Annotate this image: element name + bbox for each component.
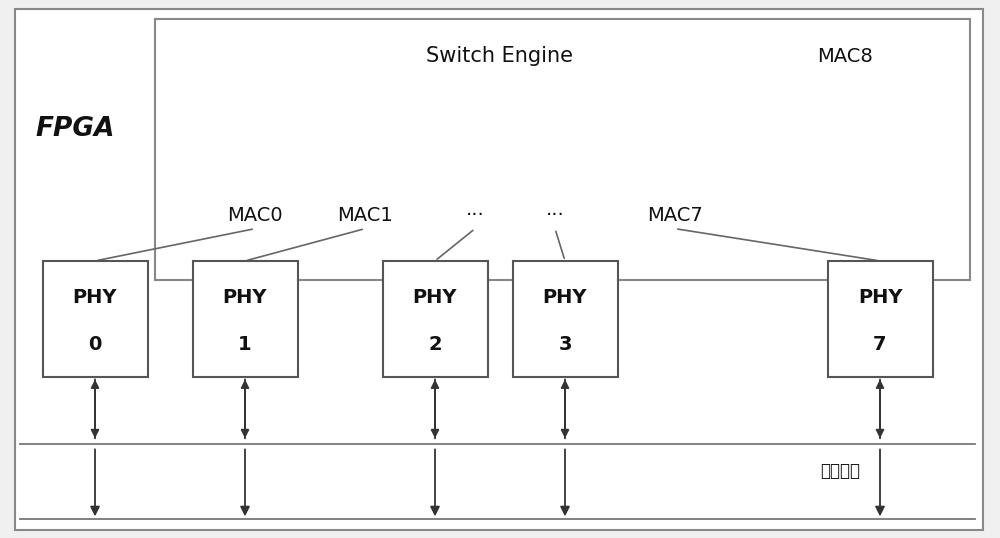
Text: 0: 0 [88, 335, 102, 353]
Text: PHY: PHY [858, 288, 902, 307]
Text: PHY: PHY [223, 288, 267, 307]
Text: 1: 1 [238, 335, 252, 353]
Text: MAC8: MAC8 [817, 47, 873, 66]
Text: 2: 2 [428, 335, 442, 353]
Text: MAC0: MAC0 [227, 206, 283, 225]
Text: PHY: PHY [413, 288, 457, 307]
Bar [828, 261, 932, 377]
Text: Switch Engine: Switch Engine [426, 46, 574, 67]
Text: MAC7: MAC7 [647, 206, 703, 225]
Text: ···: ··· [466, 206, 484, 225]
Text: 7: 7 [873, 335, 887, 353]
Text: 网络总线: 网络总线 [820, 462, 860, 480]
Bar [382, 261, 488, 377]
Bar [42, 261, 148, 377]
Text: MAC1: MAC1 [337, 206, 393, 225]
Text: PHY: PHY [543, 288, 587, 307]
Text: FPGA: FPGA [35, 116, 115, 142]
Text: PHY: PHY [73, 288, 117, 307]
Text: ···: ··· [546, 206, 564, 225]
Text: 3: 3 [558, 335, 572, 353]
Bar [155, 19, 970, 280]
Bar [192, 261, 298, 377]
Bar [512, 261, 618, 377]
